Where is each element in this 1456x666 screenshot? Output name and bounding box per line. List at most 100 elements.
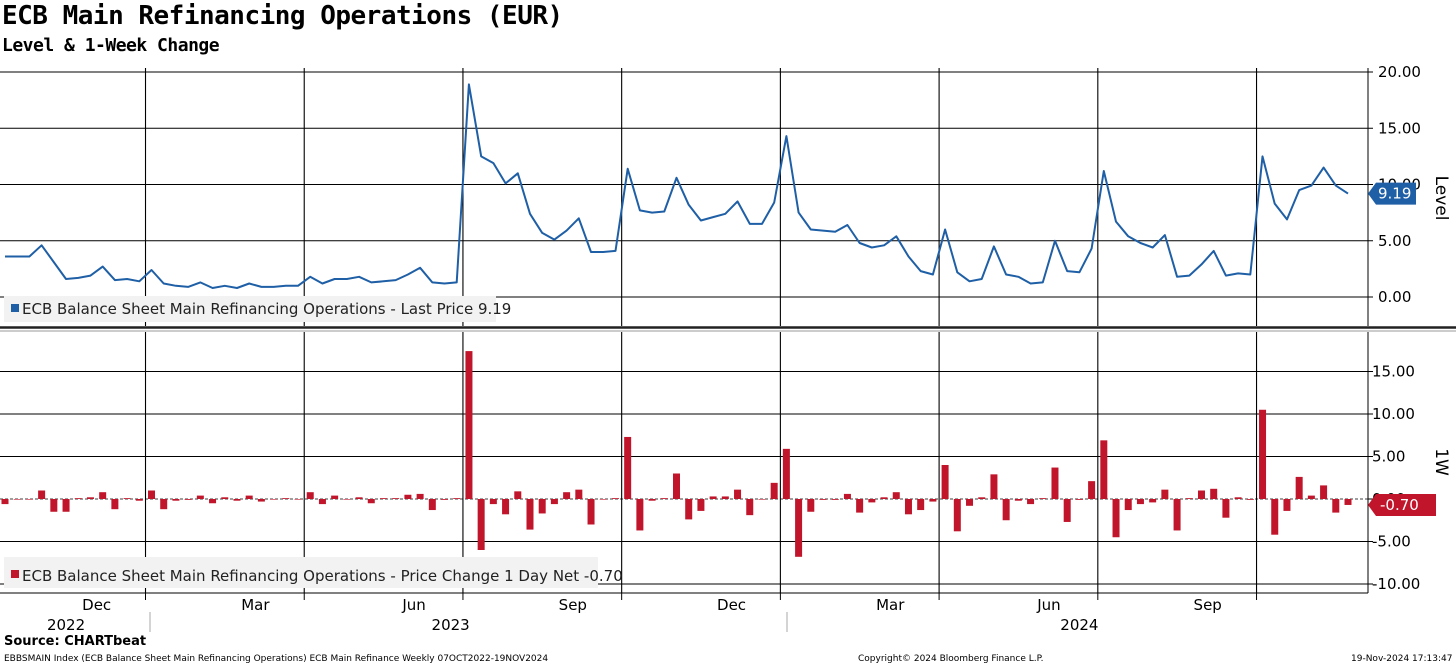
change-bar — [856, 499, 864, 513]
change-bar — [904, 499, 912, 515]
change-legend-label: ECB Balance Sheet Main Refinancing Opera… — [22, 567, 623, 585]
month-label: Jun — [1036, 596, 1060, 614]
change-bar — [184, 499, 192, 500]
change-bar — [1063, 499, 1071, 522]
change-bar — [697, 499, 705, 511]
change-bar — [196, 495, 204, 499]
change-bar — [636, 499, 644, 531]
change-bar — [709, 496, 717, 499]
month-label: Mar — [241, 596, 270, 614]
change-tick-label: 10.00 — [1372, 405, 1415, 423]
change-bar — [1161, 489, 1169, 499]
change-bar — [819, 499, 827, 500]
change-bar — [746, 499, 754, 516]
change-bar — [62, 499, 70, 512]
change-bar — [453, 498, 461, 499]
change-bar — [318, 499, 326, 505]
month-label: Sep — [1194, 596, 1222, 614]
change-bar — [953, 499, 961, 532]
change-bar — [1344, 499, 1352, 505]
series-description: EBBSMAIN Index (ECB Balance Sheet Main R… — [4, 654, 549, 664]
change-tick-label: -10.00 — [1372, 575, 1420, 593]
change-bar — [294, 499, 302, 500]
change-bar — [477, 499, 485, 550]
change-bar — [550, 499, 558, 505]
change-bar — [74, 498, 82, 499]
change-bar — [1185, 498, 1193, 499]
level-legend-box — [4, 296, 496, 322]
change-bar — [1088, 481, 1096, 499]
change-axis-title: 1W — [1431, 448, 1451, 476]
change-bar — [624, 436, 632, 499]
change-bar — [343, 499, 351, 500]
month-label: Jun — [401, 596, 425, 614]
change-legend-box — [4, 557, 598, 588]
change-bar — [1112, 499, 1120, 538]
change-bar — [1210, 488, 1218, 499]
change-bar — [306, 492, 314, 499]
change-bar — [86, 497, 94, 499]
change-bar — [880, 497, 888, 499]
change-tick-label: 5.00 — [1372, 448, 1405, 466]
change-bar — [770, 482, 778, 499]
change-bar — [1002, 499, 1010, 521]
change-bar — [1100, 440, 1108, 499]
change-bar — [257, 499, 265, 502]
change-legend-swatch — [11, 570, 19, 578]
change-bar — [929, 499, 937, 502]
change-bar — [245, 495, 253, 499]
change-bar — [660, 498, 668, 499]
change-bar — [1246, 499, 1254, 500]
change-bar — [990, 474, 998, 499]
change-bar — [758, 499, 766, 500]
change-bar — [1320, 485, 1328, 499]
source-label: Source: CHARTbeat — [4, 634, 147, 649]
change-bar — [587, 499, 595, 525]
change-bar — [917, 499, 925, 511]
change-bar — [465, 351, 473, 499]
chart-subtitle: Level & 1-Week Change — [2, 35, 220, 56]
level-tick-label: 20.00 — [1378, 63, 1421, 81]
change-bar — [38, 490, 46, 499]
month-label: Dec — [82, 596, 111, 614]
change-bar — [1332, 499, 1340, 513]
change-bar — [148, 490, 156, 499]
change-last-value-tag — [1368, 494, 1436, 516]
change-bar — [941, 465, 949, 499]
change-bar — [428, 499, 436, 511]
chart-title: ECB Main Refinancing Operations (EUR) — [2, 1, 563, 31]
change-bar — [99, 492, 107, 499]
change-bar — [1051, 467, 1059, 499]
change-bar — [404, 494, 412, 499]
change-bar — [807, 499, 815, 512]
change-bar — [563, 492, 571, 499]
change-last-value: -0.70 — [1380, 496, 1419, 514]
change-bar — [441, 499, 449, 500]
change-bar — [1307, 495, 1315, 499]
level-last-value: 9.19 — [1378, 185, 1411, 203]
level-tick-label: 15.00 — [1378, 119, 1421, 137]
copyright-text: Copyright© 2024 Bloomberg Finance L.P. — [858, 654, 1044, 664]
change-bar — [721, 496, 729, 499]
change-bar — [538, 499, 546, 514]
level-legend-swatch — [11, 304, 19, 312]
level-legend-label: ECB Balance Sheet Main Refinancing Opera… — [22, 300, 511, 318]
year-label: 2024 — [1060, 616, 1098, 634]
change-bar — [526, 499, 534, 530]
change-bar — [599, 499, 607, 500]
change-bar — [233, 499, 241, 501]
level-line — [5, 83, 1349, 289]
change-bar — [1124, 499, 1132, 511]
change-bar — [1075, 499, 1083, 500]
level-tick-label: 5.00 — [1378, 232, 1411, 250]
change-bar — [1027, 499, 1035, 505]
change-bar — [611, 498, 619, 499]
change-bar — [1259, 409, 1267, 499]
change-bar — [1, 499, 9, 505]
month-label: Dec — [717, 596, 746, 614]
change-bar — [135, 499, 143, 501]
change-bar — [111, 499, 119, 510]
change-bar — [392, 498, 400, 499]
change-bar — [673, 473, 680, 499]
